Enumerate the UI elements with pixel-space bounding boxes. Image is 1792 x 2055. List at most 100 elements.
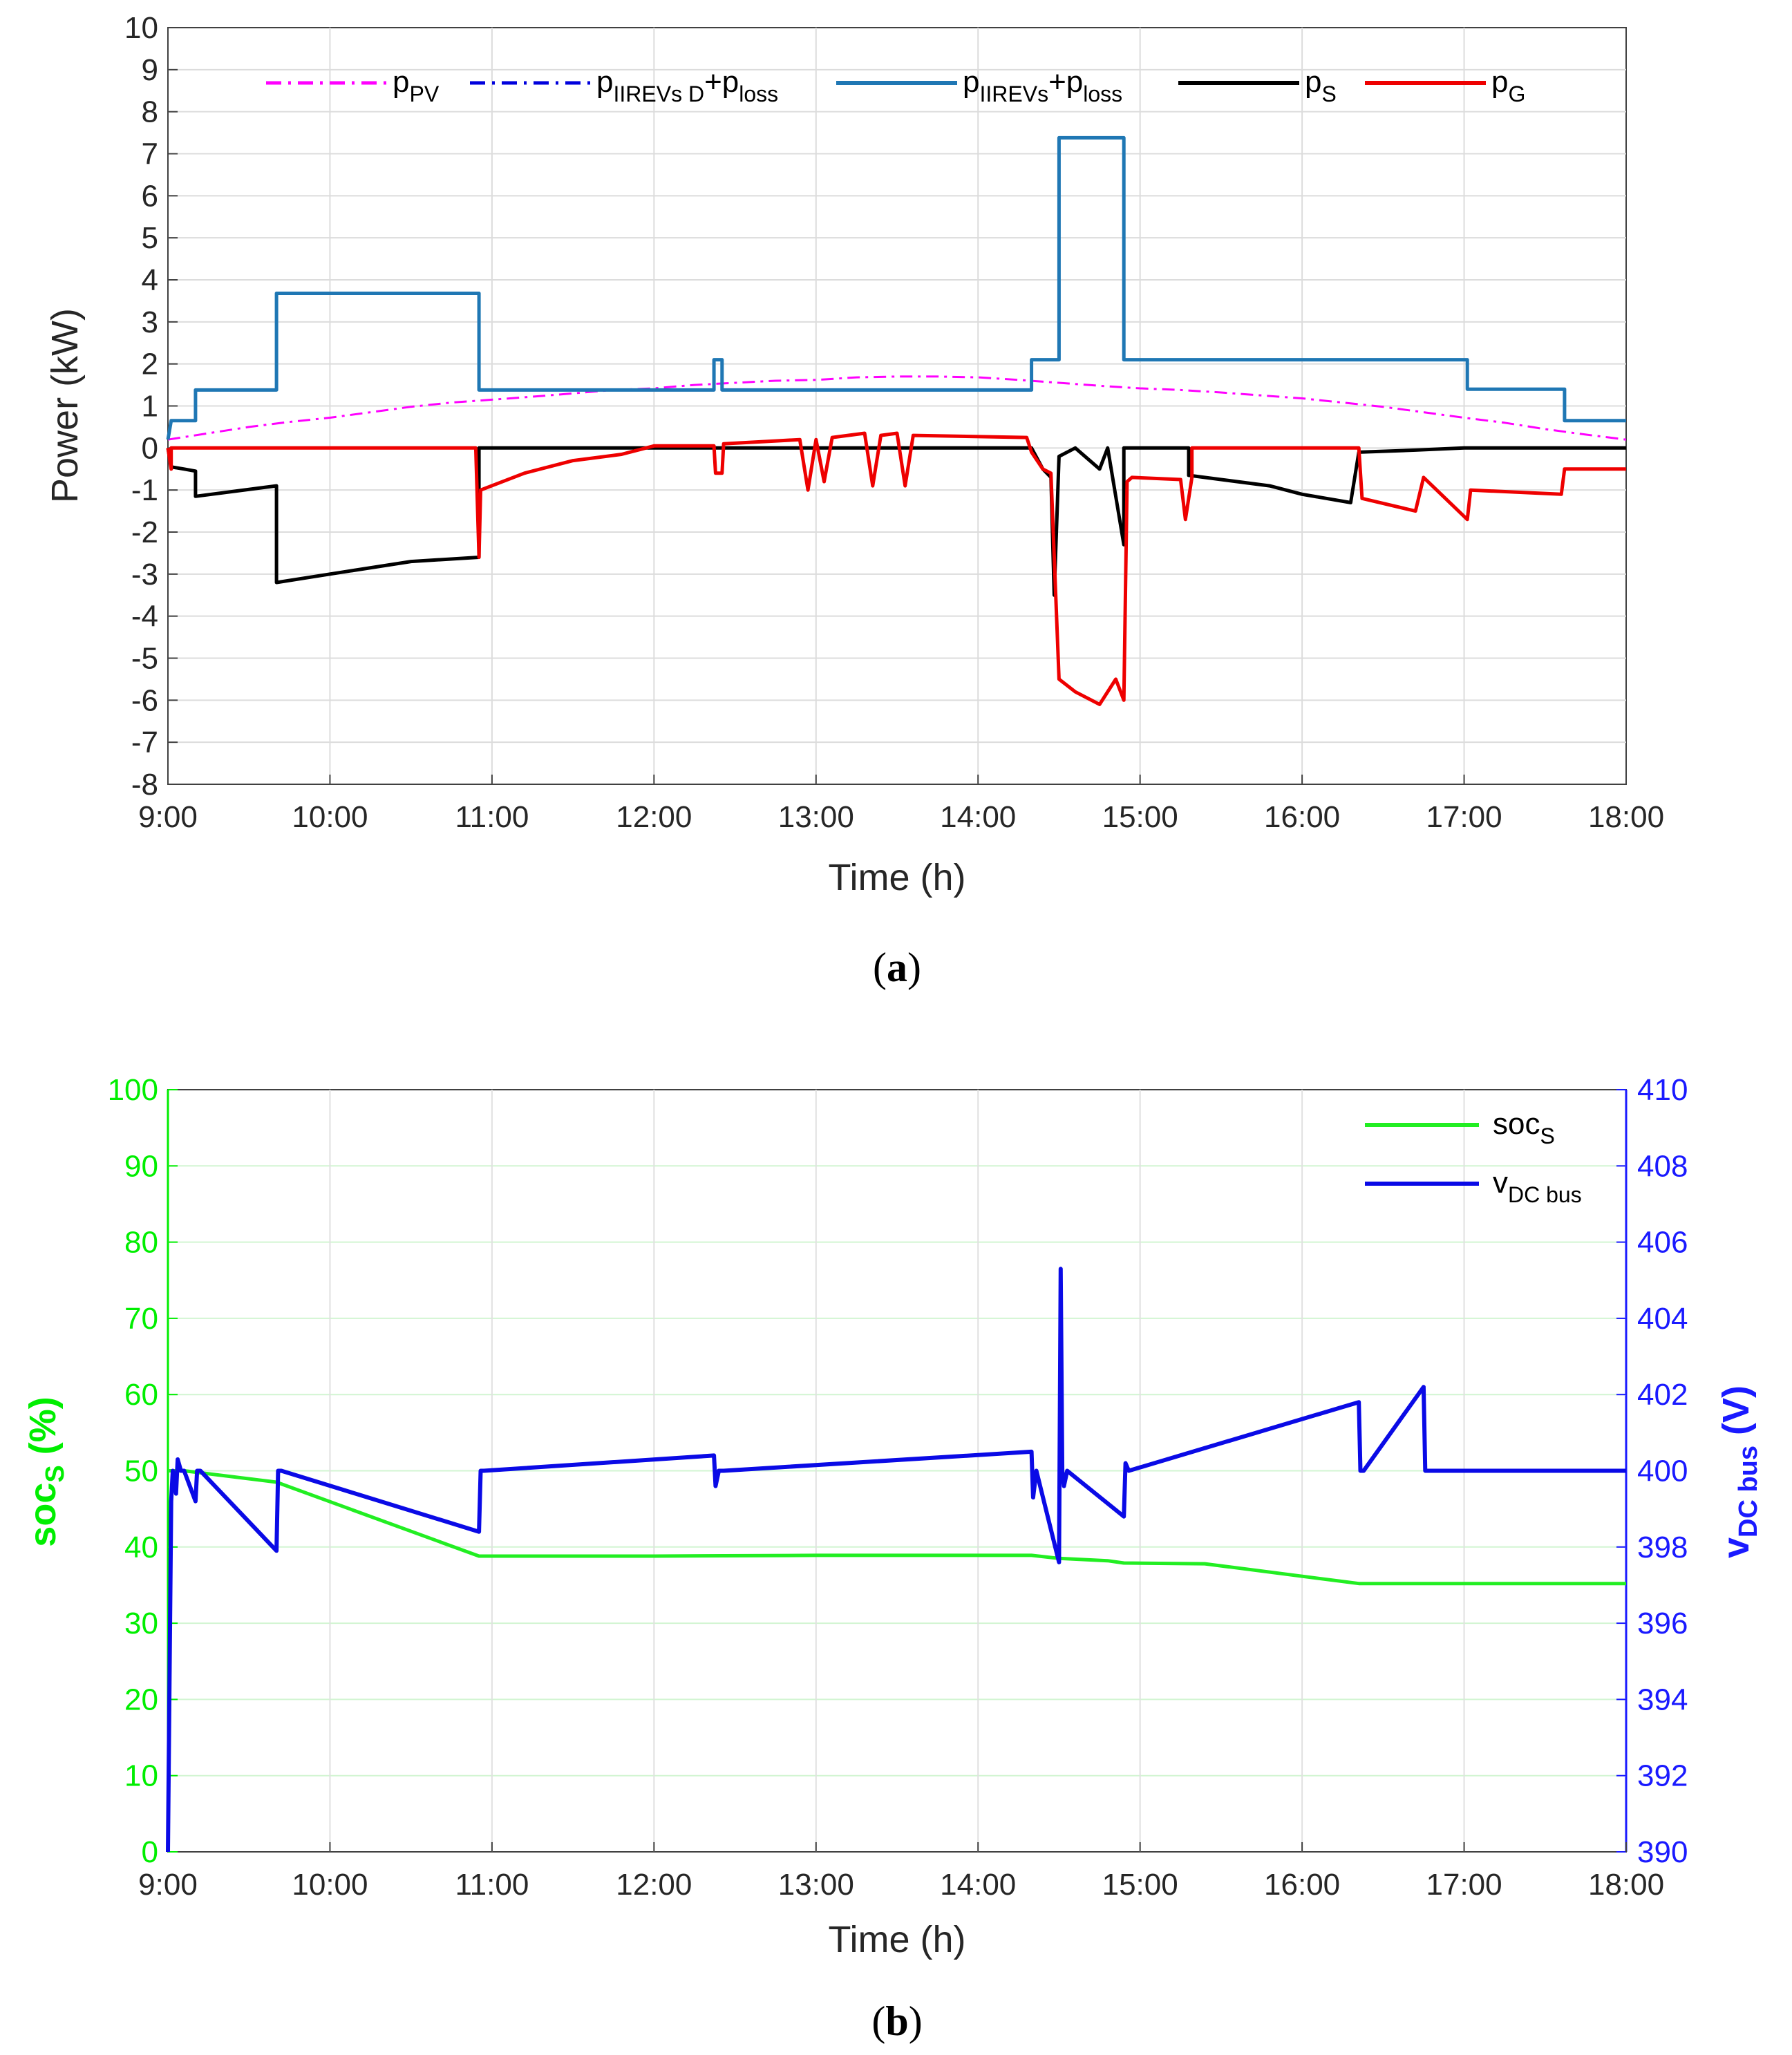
legend-sub-soc-s: S [1540,1124,1554,1148]
panel-caption-a: (a) [873,945,921,990]
y-tick-label-left-b: 40 [124,1531,158,1564]
y-tick-label-a: 9 [142,53,158,87]
series-lines-b [166,1267,1626,1853]
grid-lines-b [168,1090,1626,1852]
y-tick-label-a: 4 [142,263,158,297]
legend-item-p-pv: pPV [266,65,440,106]
x-tick-label-b: 13:00 [778,1868,854,1902]
y-tick-label-right-b: 392 [1637,1759,1688,1793]
y-tick-label-right-b: 410 [1637,1073,1688,1107]
series-line-p-s [166,446,1626,597]
svg-text:pIIREVs D+ploss: pIIREVs D+ploss [596,65,778,106]
x-tick-label-b: 10:00 [292,1868,368,1902]
y-tick-label-a: 0 [142,431,158,465]
y-axis-label-left-b: socS (%) [22,1396,70,1546]
series-lines-a [166,135,1627,706]
y-tick-label-a: -5 [131,642,158,676]
x-tick-label-a: 17:00 [1426,800,1502,834]
y-tick-label-a: 5 [142,221,158,255]
series-line-p-iirevs-p-loss [166,135,1626,440]
legend-plus-p-iirevs: +p [1048,65,1083,99]
svg-text:pG: pG [1491,65,1525,106]
y-tick-label-left-b: 70 [124,1302,158,1336]
x-axis-label-b: Time (h) [829,1919,966,1960]
legend-label-p-s: p [1305,65,1321,99]
y-label-left-main-b: soc [22,1483,64,1547]
y-tick-label-left-b: 50 [124,1455,158,1488]
y-tick-label-a: -8 [131,768,158,802]
y-tick-label-a: 2 [142,348,158,381]
svg-text:pPV: pPV [393,65,440,106]
x-tick-label-b: 15:00 [1102,1868,1178,1902]
legend-item-p-g: pG [1365,65,1525,106]
legend-item-soc-s: socS [1365,1107,1555,1148]
y-tick-label-right-b: 398 [1637,1531,1688,1564]
y-tick-label-a: 7 [142,138,158,171]
legend-label-soc-s: soc [1493,1107,1540,1141]
y-tick-label-right-b: 406 [1637,1226,1688,1260]
y-tick-label-left-b: 0 [142,1835,158,1869]
x-tick-label-a: 13:00 [778,800,854,834]
y-label-right-unit-b: (V) [1715,1385,1757,1446]
legend-plus-p-iirevs-d: +p [704,65,739,99]
x-tick-label-b: 9:00 [138,1868,198,1902]
x-tick-label-a: 10:00 [292,800,368,834]
y-axis-label-a: Power (kW) [44,308,86,503]
y-label-right-sub-b: DC bus [1734,1446,1763,1537]
legend-label-p-iirevs-d: p [596,65,613,99]
legend-sub2-p-iirevs: loss [1083,82,1122,106]
y-tick-label-a: 1 [142,390,158,424]
y-ticks-right-b: 410 408 406 404 402 400 398 396 394 392 390 [1616,1073,1688,1869]
y-axis-label-right-b: vDC bus (V) [1715,1385,1763,1558]
y-tick-label-a: 6 [142,179,158,213]
y-label-right-main-b: v [1715,1537,1757,1558]
legend-sub2-p-iirevs-d: loss [739,82,778,106]
x-tick-label-b: 12:00 [616,1868,692,1902]
y-tick-label-a: -4 [131,600,158,634]
y-tick-label-a: -2 [131,515,158,549]
legend-sub-p-iirevs: IIREVs [979,82,1048,106]
legend-b: socS vDC bus [1365,1107,1582,1207]
y-tick-label-left-b: 90 [124,1149,158,1183]
x-tick-label-a: 15:00 [1102,800,1178,834]
series-line-p-g [166,431,1626,706]
y-tick-label-a: 3 [142,305,158,339]
y-tick-label-a: -3 [131,558,158,591]
y-tick-label-right-b: 408 [1637,1149,1688,1183]
x-tick-label-b: 17:00 [1426,1868,1502,1902]
series-line-p-pv [167,375,1627,441]
x-tick-label-b: 18:00 [1588,1868,1664,1902]
svg-text:pS: pS [1305,65,1337,106]
x-tick-label-a: 18:00 [1588,800,1664,834]
y-label-left-sub-b: S [41,1465,70,1482]
legend-item-p-iirevs: pIIREVs+ploss [836,65,1122,106]
y-tick-label-right-b: 390 [1637,1835,1688,1869]
legend-label-p-g: p [1491,65,1508,99]
y-tick-label-right-b: 396 [1637,1607,1688,1640]
series-line-v-dc-bus [166,1267,1626,1853]
x-tick-label-a: 9:00 [138,800,198,834]
y-label-left-unit-b: (%) [22,1396,64,1465]
y-tick-label-a: -7 [131,726,158,759]
legend-sub-p-g: G [1508,82,1525,106]
legend-sub-p-s: S [1321,82,1336,106]
legend-item-p-s: pS [1178,65,1337,106]
svg-text:pIIREVs+ploss: pIIREVs+ploss [963,65,1122,106]
x-ticks-b: 9:00 10:00 11:00 12:00 13:00 14:00 15:00 16:00 1… [138,1842,1664,1902]
y-tick-label-a: -1 [131,473,158,507]
y-tick-label-a: 10 [124,11,158,45]
caption-letter-b: b [885,1998,908,2044]
x-tick-label-a: 11:00 [455,800,529,834]
x-tick-label-a: 12:00 [616,800,692,834]
x-tick-label-b: 16:00 [1264,1868,1340,1902]
x-tick-label-b: 14:00 [940,1868,1016,1902]
legend-item-v-dc-bus: vDC bus [1365,1166,1582,1207]
legend-sub-p-iirevs-d: IIREVs D [613,82,704,106]
y-tick-label-right-b: 402 [1637,1378,1688,1412]
series-line-soc-s [168,1469,1626,1586]
